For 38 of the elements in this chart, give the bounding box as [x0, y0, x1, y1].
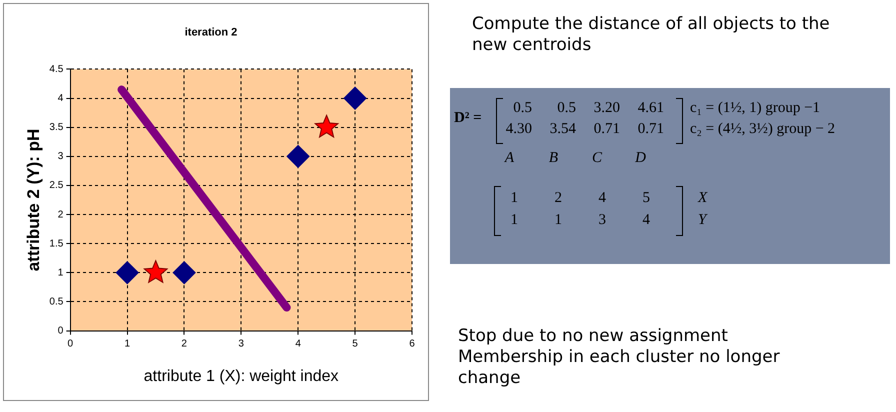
y-tick-label: 0 [58, 326, 64, 337]
y-tick-label: 2 [58, 209, 64, 220]
point [116, 261, 139, 284]
x-tick-label: 6 [409, 338, 416, 350]
x-tick-label: 2 [181, 338, 188, 350]
y-tick-label: 2.5 [49, 180, 64, 192]
y-tick-label: 0.5 [49, 296, 64, 308]
text: c₂ = (4½, 3½) group − 2 [690, 121, 836, 138]
y-tick-label: 3.5 [49, 122, 64, 134]
x-axis-title: attribute 1 (X): weight index [144, 368, 339, 385]
y-tick-label: 4.5 [49, 64, 64, 75]
x-tick-label: 0 [68, 338, 74, 350]
x-tick-label: 1 [124, 338, 130, 350]
y-axis-title: attribute 2 (Y): pH [24, 128, 43, 272]
y-tick-label: 3 [58, 151, 64, 162]
text: 1 1 3 4 [510, 212, 650, 228]
text: A B C D [504, 150, 646, 166]
x-tick-label: 3 [238, 338, 244, 350]
y-tick-label: 1.5 [49, 238, 64, 250]
point [314, 114, 338, 138]
y-tick-label: 4 [58, 93, 64, 104]
point [286, 144, 310, 168]
text: 0.5 0.5 3.20 4.61 [513, 100, 664, 116]
text: c₁ = (1½, 1) group −1 [690, 100, 820, 117]
text: 1 2 4 5 [510, 190, 650, 206]
y-tick-label: 1 [58, 267, 64, 278]
text: Stop due to no new assignment Membership in each cluster no longer change [458, 326, 781, 389]
x-tick-label: 4 [295, 338, 302, 350]
text: X [698, 190, 708, 207]
text: D² = [454, 110, 482, 127]
point [344, 86, 367, 110]
text: 4.30 3.54 0.71 0.71 [504, 121, 664, 138]
x-tick-label: 5 [352, 338, 358, 350]
point [172, 261, 196, 284]
chart-title: iteration 2 [184, 26, 238, 39]
point [144, 260, 168, 283]
text: Compute the distance of all objects to the new centroids [472, 14, 831, 56]
text: Y [698, 212, 706, 229]
